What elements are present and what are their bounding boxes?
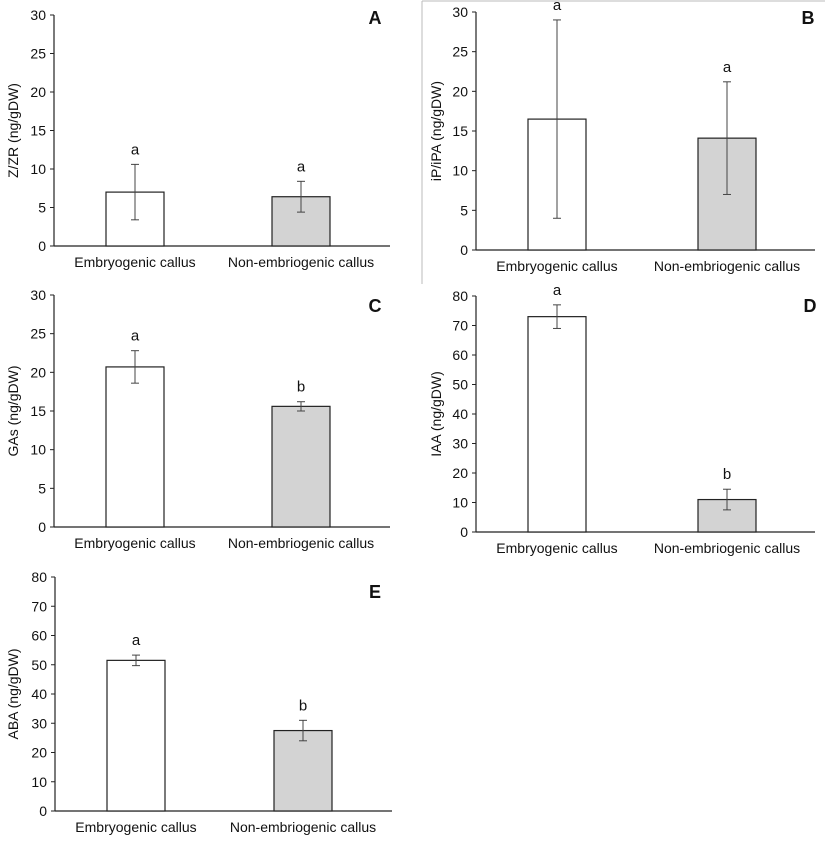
category-label: Non-embriogenic callus bbox=[654, 258, 800, 274]
y-tick-label: 5 bbox=[38, 200, 46, 216]
y-tick-label: 20 bbox=[452, 465, 468, 481]
y-tick-label: 50 bbox=[31, 657, 47, 673]
y-tick-label: 25 bbox=[30, 326, 46, 342]
y-tick-label: 70 bbox=[31, 598, 47, 614]
category-label: Non-embriogenic callus bbox=[228, 254, 374, 270]
panel-letter: B bbox=[802, 8, 815, 28]
panel-b: 0 5 10 15 20 25 30 iP/iPA (ng/gDW) a Embryogenic … bbox=[428, 0, 815, 274]
y-tick-label: 10 bbox=[30, 442, 46, 458]
y-tick-label: 15 bbox=[30, 123, 46, 139]
y-tick-label: 50 bbox=[452, 377, 468, 393]
y-tick-label: 30 bbox=[452, 4, 468, 20]
y-tick-label: 20 bbox=[452, 83, 468, 99]
bar bbox=[273, 729, 333, 812]
y-axis-label: IAA (ng/gDW) bbox=[428, 371, 444, 457]
significance-letter: b bbox=[297, 379, 305, 396]
y-tick-label: 10 bbox=[452, 495, 468, 511]
y-tick-label: 0 bbox=[39, 803, 47, 819]
bar bbox=[271, 405, 331, 528]
y-axis-label: ABA (ng/gDW) bbox=[5, 648, 21, 739]
y-tick-label: 5 bbox=[460, 202, 468, 218]
y-tick-label: 15 bbox=[452, 123, 468, 139]
category-label: Non-embriogenic callus bbox=[228, 535, 374, 551]
y-tick-label: 25 bbox=[452, 44, 468, 60]
significance-letter: a bbox=[131, 328, 140, 345]
y-tick-label: 10 bbox=[30, 161, 46, 177]
panel-a: 0 5 10 15 20 25 30 Z/ZR (ng/gDW) a Embryogenic ca… bbox=[5, 7, 390, 270]
y-tick-label: 25 bbox=[30, 46, 46, 62]
panel-c: 0 5 10 15 20 25 30 GAs (ng/gDW) a Embryogenic cal… bbox=[5, 287, 390, 551]
y-tick-label: 60 bbox=[31, 628, 47, 644]
y-tick-label: 10 bbox=[31, 774, 47, 790]
significance-letter: a bbox=[131, 141, 140, 158]
category-label: Embryogenic callus bbox=[75, 819, 196, 835]
y-axis-label: GAs (ng/gDW) bbox=[5, 365, 21, 456]
y-tick-label: 30 bbox=[30, 7, 46, 23]
y-tick-label: 0 bbox=[460, 524, 468, 540]
y-tick-label: 60 bbox=[452, 347, 468, 363]
y-tick-label: 30 bbox=[30, 287, 46, 303]
y-tick-label: 80 bbox=[31, 569, 47, 585]
significance-letter: a bbox=[723, 59, 732, 76]
panel-letter: D bbox=[804, 296, 817, 316]
significance-letter: a bbox=[553, 282, 562, 299]
y-tick-label: 0 bbox=[38, 238, 46, 254]
category-label: Non-embriogenic callus bbox=[654, 540, 800, 556]
y-tick-label: 30 bbox=[31, 715, 47, 731]
y-tick-label: 15 bbox=[30, 403, 46, 419]
y-tick-label: 70 bbox=[452, 318, 468, 334]
y-tick-label: 0 bbox=[38, 519, 46, 535]
significance-letter: a bbox=[553, 0, 562, 14]
category-label: Embryogenic callus bbox=[74, 254, 195, 270]
significance-letter: b bbox=[299, 697, 307, 714]
y-tick-label: 20 bbox=[31, 745, 47, 761]
y-tick-label: 80 bbox=[452, 288, 468, 304]
y-tick-label: 5 bbox=[38, 480, 46, 496]
significance-letter: b bbox=[723, 466, 731, 483]
y-tick-label: 40 bbox=[31, 686, 47, 702]
category-label: Embryogenic callus bbox=[74, 535, 195, 551]
y-axis-label: iP/iPA (ng/gDW) bbox=[428, 81, 444, 181]
y-tick-label: 30 bbox=[452, 436, 468, 452]
significance-letter: a bbox=[132, 632, 141, 649]
panel-letter: A bbox=[369, 8, 382, 28]
panel-letter: E bbox=[369, 582, 381, 602]
y-tick-label: 20 bbox=[30, 364, 46, 380]
bar bbox=[105, 366, 165, 528]
y-tick-label: 20 bbox=[30, 84, 46, 100]
bar bbox=[106, 659, 166, 812]
category-label: Embryogenic callus bbox=[496, 258, 617, 274]
panel-d: 0 10 20 30 40 50 60 70 80 IAA (ng/gDW) a Embryogeni… bbox=[428, 282, 817, 556]
y-tick-label: 10 bbox=[452, 163, 468, 179]
category-label: Non-embriogenic callus bbox=[230, 819, 376, 835]
y-axis-label: Z/ZR (ng/gDW) bbox=[5, 83, 21, 178]
y-tick-label: 0 bbox=[460, 242, 468, 258]
panel-e: 0 10 20 30 40 50 60 70 80 ABA (ng/gDW) a Embryogeni… bbox=[5, 569, 392, 835]
panel-letter: C bbox=[369, 296, 382, 316]
significance-letter: a bbox=[297, 158, 306, 175]
y-tick-label: 40 bbox=[452, 406, 468, 422]
category-label: Embryogenic callus bbox=[496, 540, 617, 556]
bar bbox=[527, 316, 587, 533]
